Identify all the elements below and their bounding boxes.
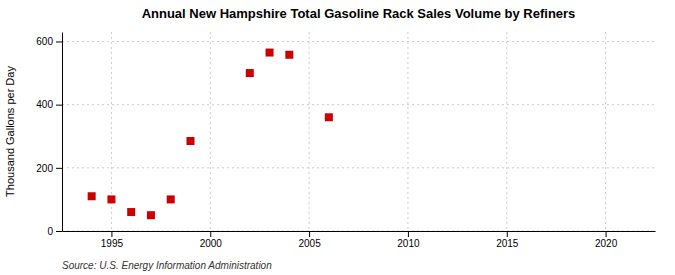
x-tick-mark (111, 231, 112, 237)
x-tick-label: 2010 (397, 238, 420, 249)
y-tick: 0 (47, 226, 62, 237)
title: Annual New Hampshire Total Gasoline Rack… (142, 6, 576, 21)
x-tick-label: 2020 (595, 238, 618, 249)
point (147, 211, 155, 219)
y-axis-title: Thousand Gallons per Day (4, 66, 16, 197)
x-axis-line (63, 231, 656, 232)
points (88, 49, 333, 220)
x-grid-line (407, 32, 408, 231)
y-grid-line (62, 104, 655, 105)
y-tick-label: 400 (36, 99, 53, 110)
y-tick: 600 (36, 36, 62, 47)
x-grid-line (309, 32, 310, 231)
y-axis-line (62, 33, 63, 232)
x-tick-mark (309, 231, 310, 237)
x-grid-line (210, 32, 211, 231)
x-tick-label: 2000 (200, 238, 223, 249)
x-tick-mark (408, 231, 409, 237)
x-axis: 1995 2000 2005 2010 2015 2020 (63, 231, 656, 249)
x-grid-line (506, 32, 507, 231)
x-tick-mark (210, 231, 211, 237)
chart: 1995 2000 2005 2010 2015 2020 0 200 400 600 Annual… (0, 0, 675, 275)
grid (62, 32, 655, 231)
x-tick: 2005 (298, 231, 321, 249)
y-tick-label: 600 (36, 36, 53, 47)
y-tick-mark (56, 168, 62, 169)
y-tick: 200 (36, 163, 62, 174)
y-tick-label: 0 (47, 226, 53, 237)
y-grid-line (62, 231, 655, 232)
point (285, 51, 293, 59)
y-grid-line (62, 167, 655, 168)
y-axis: 0 200 400 600 (36, 33, 62, 237)
x-tick: 2015 (496, 231, 519, 249)
x-tick-label: 2015 (496, 238, 519, 249)
y-tick-mark (56, 41, 62, 42)
y-tick-mark (56, 231, 62, 232)
point (325, 113, 333, 121)
point (107, 195, 115, 203)
x-tick: 2000 (200, 231, 223, 249)
y-tick: 400 (36, 99, 62, 110)
point (246, 69, 254, 77)
x-tick: 1995 (101, 231, 124, 249)
point (266, 49, 274, 57)
x-tick-mark (507, 231, 508, 237)
x-tick-label: 1995 (101, 238, 124, 249)
y-tick-label: 200 (36, 163, 53, 174)
x-tick: 2010 (397, 231, 420, 249)
x-tick-label: 2005 (298, 238, 321, 249)
y-grid-line (62, 41, 655, 42)
y-tick-mark (56, 105, 62, 106)
x-tick-mark (606, 231, 607, 237)
point (167, 195, 175, 203)
point (88, 192, 96, 200)
x-grid-line (605, 32, 606, 231)
point (127, 208, 135, 216)
plot-area: 1995 2000 2005 2010 2015 2020 0 200 400 600 (36, 32, 655, 249)
point (186, 137, 194, 145)
source: Source: U.S. Energy Information Administ… (62, 260, 272, 271)
x-tick: 2020 (595, 231, 618, 249)
